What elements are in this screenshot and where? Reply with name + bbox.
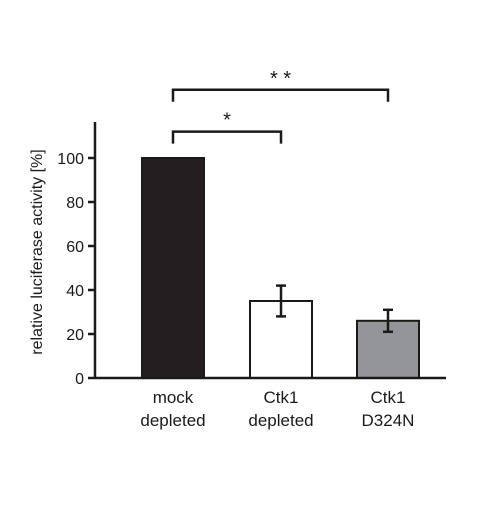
significance-bracket: * [171,110,283,144]
x-tick-label: Ctk1 [371,388,406,407]
significance-label: * * [270,68,291,90]
y-tick-label: 60 [66,239,84,256]
y-tick-label: 20 [66,327,84,344]
significance-label: * [223,110,231,132]
bar [141,157,205,379]
y-tick-label: 80 [66,195,84,212]
significance-bracket: * * [171,68,390,102]
error-bar [383,308,393,334]
y-tick-label: 100 [57,151,84,168]
error-bar [276,284,286,318]
x-tick-label: D324N [362,411,415,430]
x-tick-label: Ctk1 [264,388,299,407]
significance-bracket-line [171,88,390,102]
x-tick-label: depleted [140,411,205,430]
x-tick-label: depleted [248,411,313,430]
y-tick-label: 40 [66,283,84,300]
y-axis-title: relative luciferase activity [%] [29,149,46,354]
y-tick-label: 0 [75,371,84,388]
significance-bracket-line [171,130,283,144]
x-tick-label: mock [153,388,194,407]
